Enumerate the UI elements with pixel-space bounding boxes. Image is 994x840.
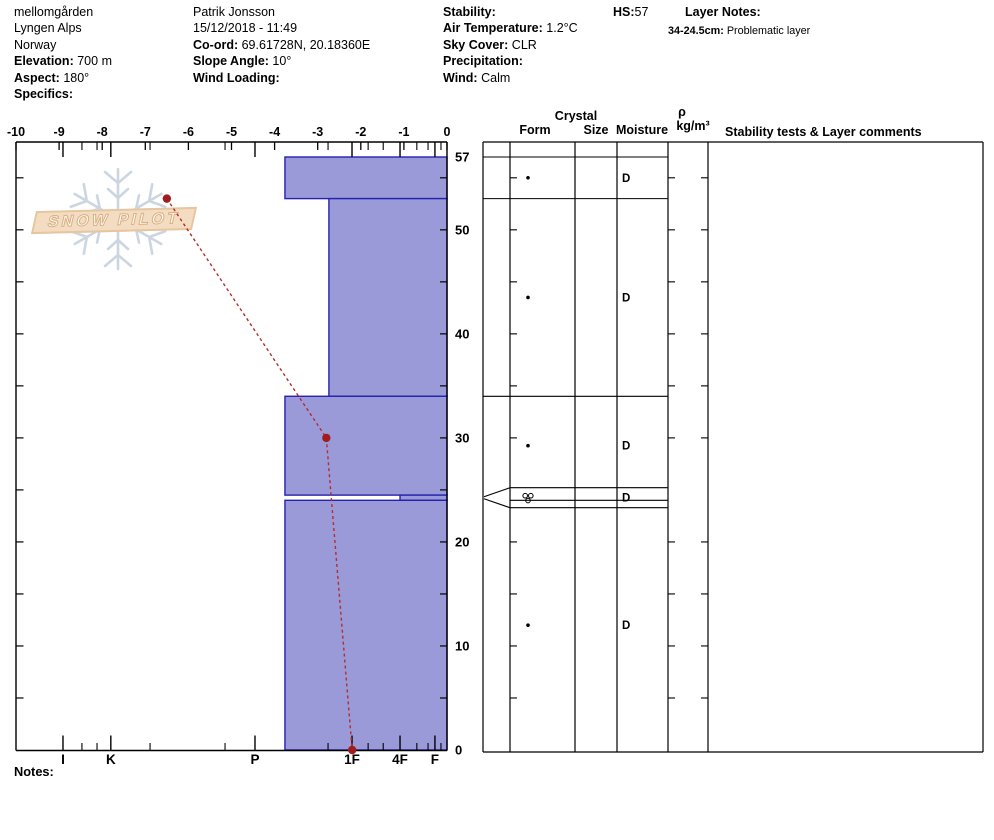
site-country: Norway [14,37,57,52]
moisture-header: Moisture [615,123,669,137]
crystal-form-cluster-symbol [528,492,534,499]
snow-layer-bar [284,499,448,751]
air-temperature: Air Temperature: 1.2°C [443,21,578,36]
temperature-point [322,433,331,443]
hardness-axis-label: 4F [392,752,408,767]
depth-label: 30 [455,430,469,445]
observer-info-block: Patrik Jonsson 15/12/2018 - 11:49 Co-ord… [193,4,370,86]
temp-axis-label: -3 [312,125,323,139]
site-specifics: Specifics: [14,87,74,102]
comments-header: Stability tests & Layer comments [725,125,922,139]
moisture-value: D [622,493,630,505]
layer-note: 34-24.5cm: Problematic layer [668,25,811,37]
hardness-axis-label: 1F [344,752,360,767]
depth-label: 50 [455,222,469,237]
moisture-value: D [622,441,630,453]
temp-axis-label: -9 [54,125,65,139]
site-info-block: mellomgården Lyngen Alps Norway Elevatio… [14,4,112,102]
density-symbol-header: ρ [678,105,686,119]
snow-height: HS:57 [613,5,649,19]
crystal-form-dot-symbol [526,295,530,300]
snow-layer-bar [284,156,448,200]
crystal-form-cluster-symbol [522,492,529,499]
temp-axis-label: -4 [269,125,280,139]
problem-layer-arrow [483,498,511,509]
observation-datetime: 15/12/2018 - 11:49 [193,21,298,36]
crystal-header: Crystal [554,109,598,123]
conditions-info-block: Stability: Air Temperature: 1.2°C Sky Co… [443,4,578,86]
observer-name: Patrik Jonsson [193,5,275,19]
crystal-form-dot-symbol [526,176,530,180]
depth-label: 0 [455,743,462,758]
hardness-axis-label: I [61,752,65,767]
depth-label: 20 [455,534,469,549]
sky-cover: Sky Cover: CLR [443,37,537,52]
notes-label: Notes: [14,764,54,779]
site-range: Lyngen Alps [14,21,82,36]
hardness-axis-label: K [106,752,116,767]
form-header: Form [519,123,551,137]
temp-axis-label: 0 [444,125,451,139]
precipitation: Precipitation: [443,54,523,69]
hardness-axis-label: F [431,752,439,767]
density-units-header: kg/m³ [676,119,710,133]
snow-layer-bar [284,395,448,496]
temperature-point [347,745,357,755]
depth-label: 40 [455,326,469,341]
stability: Stability: [443,5,496,19]
wind: Wind: Calm [443,70,511,85]
moisture-value: D [622,173,630,185]
temp-axis-label: -1 [398,125,409,139]
depth-label: 10 [455,638,469,653]
hardness-axis-label: P [250,752,259,767]
snowpilot-logo: SNOW PILOT [30,165,200,277]
crystal-form-dot-symbol [526,623,530,627]
depth-label: 57 [455,150,469,165]
slope-angle: Slope Angle: 10° [193,54,292,69]
temp-axis-label: -5 [226,125,237,139]
site-aspect: Aspect: 180° [14,70,90,85]
coordinates: Co-ord: 69.61728N, 20.18360E [193,37,371,52]
crystal-form-dot-symbol [526,443,530,448]
snowflake-icon [66,167,170,271]
problem-layer-arrow [483,487,511,498]
temp-axis-label: -6 [183,125,194,139]
size-header: Size [583,123,609,137]
moisture-value: D [622,620,630,632]
layer-notes-heading: Layer Notes: [685,5,761,19]
temp-axis-label: -7 [140,125,151,139]
temp-axis-label: -8 [97,125,108,139]
moisture-value: D [622,292,630,304]
snow-layer-bar [328,197,448,397]
wind-loading: Wind Loading: [193,70,280,85]
site-name: mellomgården [14,5,94,19]
snow-layer-bar [399,494,448,502]
site-elevation: Elevation: 700 m [14,54,112,69]
temp-axis-label: -10 [7,125,25,139]
temp-axis-label: -2 [355,125,366,139]
temperature-point [162,194,172,203]
